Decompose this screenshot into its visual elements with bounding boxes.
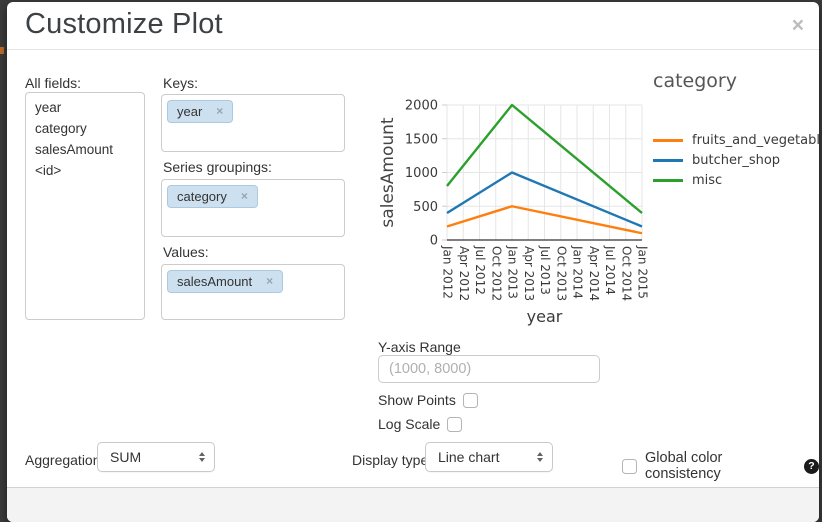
line-chart: 0 500 1000 1500 2000 Jan 2012 Apr 2012 Jul 2012… (378, 99, 650, 327)
svg-text:Apr 2013: Apr 2013 (522, 246, 536, 301)
footer-strip (7, 488, 819, 522)
field-tag[interactable]: year × (167, 100, 234, 123)
legend-label: misc (692, 172, 723, 188)
svg-text:Oct 2012: Oct 2012 (489, 246, 503, 301)
y-axis-range-label: Y-axis Range (378, 339, 461, 355)
svg-text:Jul 2013: Jul 2013 (538, 245, 552, 295)
global-color-checkbox[interactable] (622, 458, 637, 474)
svg-text:Jan 2014: Jan 2014 (571, 245, 585, 299)
keys-label: Keys: (163, 75, 199, 91)
display-type-select[interactable]: Line chart (425, 442, 553, 472)
svg-text:Jul 2014: Jul 2014 (603, 245, 617, 295)
field-list-item[interactable]: year (35, 100, 62, 115)
field-list-item[interactable]: category (35, 121, 87, 136)
show-points-checkbox[interactable] (462, 392, 478, 408)
aggregation-value: SUM (110, 449, 142, 465)
svg-text:1500: 1500 (405, 132, 438, 147)
show-points-row: Show Points (378, 392, 478, 408)
svg-text:Oct 2013: Oct 2013 (554, 246, 568, 301)
dialog-header: Customize Plot × (7, 2, 819, 50)
display-type-value: Line chart (438, 449, 500, 465)
customize-plot-dialog: Customize Plot × All fields: year categor… (7, 2, 819, 522)
chart-legend: category fruits_and_vegetables butcher_sh… (653, 70, 819, 190)
svg-text:1000: 1000 (405, 166, 438, 181)
y-axis-range-input[interactable] (378, 355, 600, 383)
close-icon[interactable]: × (791, 14, 804, 37)
global-color-label: Global color consistency (645, 450, 723, 482)
tag-remove-icon[interactable]: × (266, 274, 274, 288)
svg-text:Jan 2013: Jan 2013 (506, 245, 520, 299)
svg-text:500: 500 (413, 200, 438, 215)
log-scale-row: Log Scale (378, 416, 463, 432)
footer-divider (7, 487, 819, 488)
legend-label: fruits_and_vegetables (692, 132, 819, 148)
log-scale-label: Log Scale (378, 416, 441, 432)
aggregation-label: Aggregation: (25, 452, 105, 468)
values-box[interactable]: salesAmount × (161, 264, 345, 320)
legend-swatch (653, 158, 683, 162)
svg-text:year: year (527, 307, 563, 326)
aggregation-select[interactable]: SUM (97, 442, 215, 472)
question-circle-icon[interactable]: ? (804, 458, 819, 474)
backdrop-artifact (0, 47, 4, 54)
legend-item: butcher_shop (653, 150, 819, 170)
legend-swatch (653, 138, 683, 142)
select-stepper-icon (199, 452, 205, 462)
all-fields-label: All fields: (25, 75, 82, 91)
keys-box[interactable]: year × (161, 94, 345, 152)
field-tag[interactable]: category × (167, 185, 258, 208)
legend-item: fruits_and_vegetables (653, 130, 819, 150)
field-list-item[interactable]: <id> (35, 163, 62, 178)
field-tag-label: year (177, 104, 203, 119)
svg-text:Oct 2014: Oct 2014 (619, 246, 633, 301)
field-tag[interactable]: salesAmount × (167, 270, 284, 293)
field-tag-label: category (177, 189, 227, 204)
svg-text:0: 0 (430, 234, 438, 249)
legend-item: misc (653, 170, 819, 190)
svg-text:Jan 2015: Jan 2015 (636, 245, 650, 299)
svg-text:Apr 2012: Apr 2012 (457, 246, 471, 301)
tag-remove-icon[interactable]: × (216, 104, 224, 118)
legend-swatch (653, 178, 683, 182)
global-color-row: Global color consistency ? (622, 450, 819, 482)
series-groupings-label: Series groupings: (163, 159, 272, 175)
all-fields-list[interactable]: year category salesAmount <id> (25, 92, 145, 320)
svg-text:Jul 2012: Jul 2012 (473, 245, 487, 295)
svg-text:2000: 2000 (405, 99, 438, 114)
dialog-title: Customize Plot (25, 8, 223, 40)
series-groupings-box[interactable]: category × (161, 179, 345, 237)
chart-area: 0 500 1000 1500 2000 Jan 2012 Apr 2012 Jul 2012… (375, 58, 819, 350)
log-scale-checkbox[interactable] (447, 416, 463, 432)
legend-label: butcher_shop (692, 152, 781, 168)
values-label: Values: (163, 244, 209, 260)
field-list-item[interactable]: salesAmount (35, 142, 114, 157)
legend-title: category (653, 70, 737, 92)
svg-text:Apr 2014: Apr 2014 (587, 246, 601, 301)
field-tag-label: salesAmount (177, 274, 253, 289)
svg-text:salesAmount: salesAmount (378, 117, 398, 227)
svg-text:Jan 2012: Jan 2012 (441, 245, 455, 299)
tag-remove-icon[interactable]: × (240, 189, 248, 203)
select-stepper-icon (537, 452, 543, 462)
display-type-label: Display type: (352, 452, 433, 468)
show-points-label: Show Points (378, 392, 456, 408)
